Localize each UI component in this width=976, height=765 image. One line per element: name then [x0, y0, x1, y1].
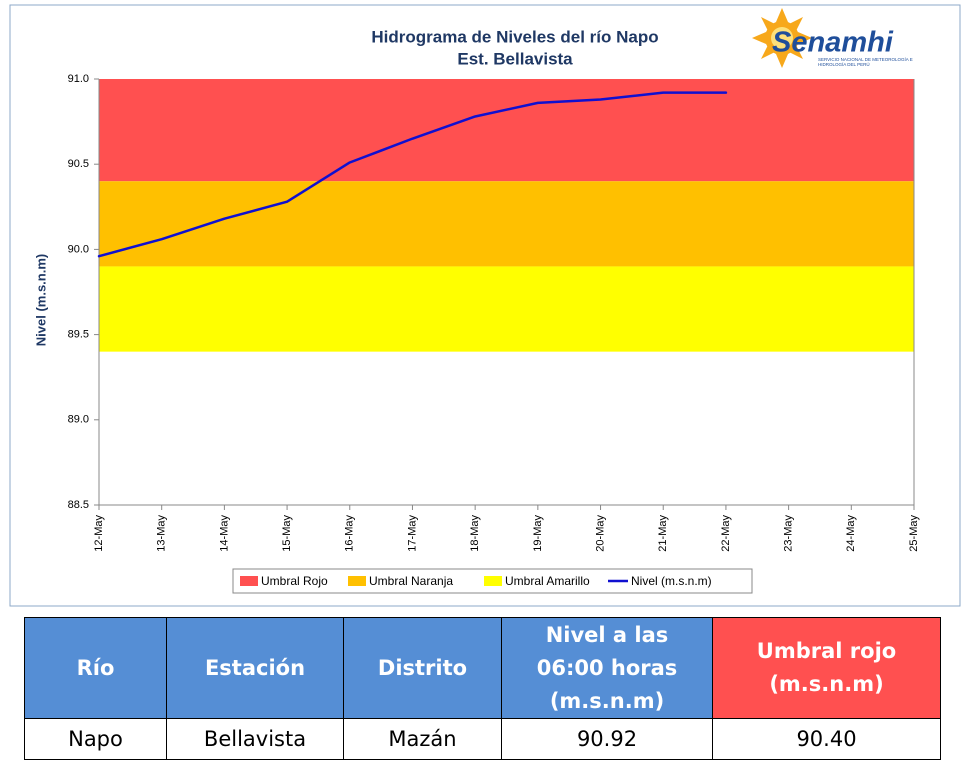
legend-swatch: [484, 576, 502, 586]
x-tick-label: 24-May: [845, 515, 857, 552]
x-tick-label: 12-May: [93, 515, 105, 552]
legend-label: Umbral Naranja: [369, 574, 453, 588]
header-cell: Umbral rojo (m.s.n.m): [712, 617, 941, 719]
cell: Mazán: [343, 718, 502, 760]
y-tick-label: 90.0: [68, 243, 89, 255]
cell: Bellavista: [166, 718, 344, 760]
header-cell: Nivel a las 06:00 horas (m.s.n.m): [501, 617, 713, 719]
chart: Hidrograma de Niveles del río Napo Est. …: [9, 4, 961, 607]
header-cell: Estación: [166, 617, 344, 719]
header-cell: Río: [24, 617, 167, 719]
cell: 90.40: [712, 718, 941, 760]
legend-label: Nivel (m.s.n.m): [631, 574, 712, 588]
legend-label: Umbral Amarillo: [505, 574, 590, 588]
x-tick-label: 22-May: [720, 515, 732, 552]
y-tick-label: 91.0: [68, 73, 89, 85]
x-tick-label: 25-May: [908, 515, 920, 552]
x-tick-label: 23-May: [783, 515, 795, 552]
cell: 90.92: [501, 718, 713, 760]
table-header: Río Estación Distrito Nivel a las 06:00 …: [24, 617, 941, 719]
logo-tagline-box: SERVICIO NACIONAL DE METEOROLOGÍA E HIDR…: [818, 57, 913, 67]
x-tick-label: 16-May: [344, 515, 356, 552]
chart-title: Hidrograma de Niveles del río Napo: [371, 27, 658, 46]
legend-swatch: [240, 576, 258, 586]
y-axis-label: Nivel (m.s.n.m): [33, 254, 48, 346]
y-tick-label: 89.0: [68, 414, 89, 426]
table-row: Napo Bellavista Mazán 90.92 90.40: [24, 718, 941, 760]
y-tick-label: 88.5: [68, 499, 89, 511]
logo-name: Senamhi: [772, 27, 894, 59]
cell: Napo: [24, 718, 167, 760]
logo: Senamhi SERVICIO NACIONAL DE METEOROLOGÍ…: [752, 8, 913, 68]
series-line: [97, 91, 728, 258]
y-tick-label: 90.5: [68, 158, 89, 170]
header-cell: Distrito: [343, 617, 502, 719]
x-tick-label: 13-May: [156, 515, 168, 552]
x-tick-label: 15-May: [281, 515, 293, 552]
legend-label: Umbral Rojo: [261, 574, 328, 588]
legend-swatch: [348, 576, 366, 586]
x-tick-label: 20-May: [594, 515, 606, 552]
x-tick-label: 14-May: [218, 515, 230, 552]
y-tick-label: 89.5: [68, 329, 89, 341]
x-tick-label: 19-May: [532, 515, 544, 552]
x-tick-label: 18-May: [469, 515, 481, 552]
logo-tagline: SERVICIO NACIONAL DE METEOROLOGÍA E HIDR…: [818, 57, 913, 67]
logo-sun-core: [771, 27, 793, 49]
threshold-band: [99, 266, 914, 352]
threshold-band: [99, 79, 914, 182]
x-tick-label: 21-May: [657, 515, 669, 552]
threshold-band: [99, 181, 914, 267]
info-table: Río Estación Distrito Nivel a las 06:00 …: [24, 617, 941, 760]
chart-subtitle: Est. Bellavista: [457, 49, 573, 68]
x-tick-label: 17-May: [406, 515, 418, 552]
